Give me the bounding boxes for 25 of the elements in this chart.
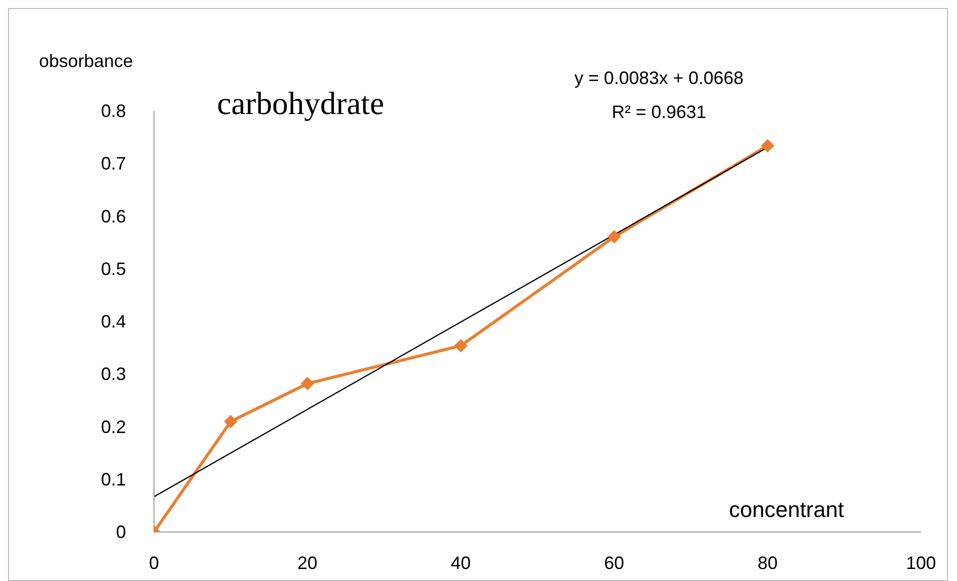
point xyxy=(608,230,621,244)
y-tick-label: 0.4 xyxy=(100,312,126,332)
y-axis-title: obsorbance xyxy=(39,51,134,72)
y-tick-label: 0.2 xyxy=(100,416,126,437)
x-tick-label: 40 xyxy=(450,552,471,573)
y-tick-label: 0.7 xyxy=(100,154,126,174)
y-tick-label: 0 xyxy=(116,522,126,542)
point xyxy=(761,139,774,152)
annotation: R² = 0.9631 xyxy=(610,101,708,124)
x-axis-title: concentrant xyxy=(729,497,844,523)
x-tick-label: 60 xyxy=(604,552,624,573)
x-tick-label: 100 xyxy=(906,552,936,573)
x-tick-label: 0 xyxy=(148,552,160,573)
y-tick-label: 0.1 xyxy=(100,469,126,490)
chart-title: carbohydrate xyxy=(217,85,384,122)
x-tick-label: 80 xyxy=(758,552,778,573)
point xyxy=(224,414,238,428)
y-tick-label: 0.5 xyxy=(100,258,126,279)
text: y = 0.0083x + 0.0668 xyxy=(573,67,745,90)
point xyxy=(300,377,314,390)
y-tick-label: 0.3 xyxy=(100,364,126,384)
x-tick-label: 20 xyxy=(297,552,318,573)
point xyxy=(454,339,468,352)
y-tick-label: 0.8 xyxy=(100,101,126,121)
y-tick-label: 0.6 xyxy=(100,206,126,226)
